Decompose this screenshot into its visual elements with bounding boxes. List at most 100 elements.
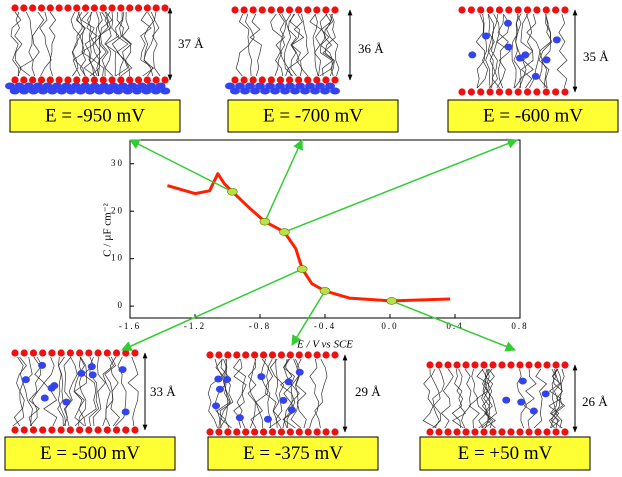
head-group — [286, 428, 294, 436]
head-group — [276, 76, 285, 84]
head-group — [131, 349, 139, 357]
water — [215, 385, 224, 393]
head-group — [458, 6, 466, 14]
link-arrow — [291, 290, 326, 346]
head-group — [258, 6, 266, 14]
water — [515, 54, 524, 62]
water — [42, 82, 53, 90]
water — [517, 398, 526, 406]
water — [529, 407, 538, 415]
head-group — [76, 426, 84, 434]
head-group — [258, 76, 266, 84]
head-group — [533, 88, 541, 96]
lipid-chain — [326, 13, 340, 77]
marker — [386, 297, 397, 305]
lipid-chain — [111, 11, 124, 77]
head-group — [55, 76, 63, 84]
head-group — [117, 4, 125, 12]
head-group — [426, 361, 434, 369]
lipid-chain — [152, 11, 161, 77]
water — [275, 82, 285, 90]
label-mask — [579, 394, 609, 412]
water — [502, 396, 511, 404]
head-group — [73, 4, 81, 12]
lipid-chain — [282, 358, 297, 429]
water — [295, 82, 305, 90]
water — [270, 87, 280, 95]
head-group — [117, 76, 125, 84]
head-group — [81, 76, 90, 84]
label-mask — [147, 384, 177, 402]
lipid-chain — [120, 11, 133, 77]
lipid-chain — [207, 358, 223, 429]
head-group — [561, 428, 569, 436]
head-group — [267, 6, 275, 14]
head-group — [561, 361, 569, 369]
head-group — [224, 428, 232, 436]
lipid-chain — [115, 12, 129, 77]
head-group — [444, 428, 452, 436]
head-group — [477, 88, 485, 96]
head-group — [477, 6, 485, 14]
water — [305, 82, 315, 90]
head-group — [131, 426, 139, 434]
marker — [279, 228, 290, 236]
lipid-chain — [140, 11, 155, 77]
lipid-chain — [96, 11, 108, 77]
lipid-chain — [485, 13, 495, 89]
head-group — [20, 4, 28, 12]
lipid-chain — [63, 356, 78, 427]
lipid-chain — [78, 356, 87, 427]
lipid-chain — [269, 358, 285, 429]
water — [315, 82, 325, 90]
head-group — [259, 428, 268, 436]
water — [38, 361, 47, 369]
water — [300, 87, 310, 95]
head-group — [11, 76, 19, 84]
head-group — [39, 426, 47, 434]
head-group — [543, 361, 551, 369]
lipid-chain — [14, 11, 23, 77]
water — [146, 82, 157, 90]
potential-label: E = -950 mV — [45, 105, 145, 126]
lipid-chain — [104, 11, 120, 77]
lipid-chain — [468, 368, 480, 429]
lipid-chain — [523, 368, 537, 429]
lipid-chain — [73, 356, 87, 427]
membrane — [11, 349, 139, 434]
potential-box — [419, 436, 591, 471]
head-group — [495, 88, 504, 96]
head-group — [233, 428, 241, 436]
lipid-chain — [319, 13, 333, 77]
head-group — [29, 76, 37, 84]
y-axis-label: C / µF cm⁻² — [102, 202, 114, 256]
head-group — [295, 76, 303, 84]
head-group — [90, 76, 99, 84]
lipid-chain — [550, 368, 561, 429]
water — [503, 19, 512, 27]
head-group — [112, 349, 121, 357]
head-group — [46, 76, 54, 84]
lipid-chain — [497, 13, 509, 89]
head-group — [251, 351, 259, 359]
head-group — [29, 4, 37, 12]
lipid-chain — [92, 356, 106, 427]
head-group — [37, 76, 46, 84]
potential-label: E = -500 mV — [40, 443, 140, 464]
lipid-chain — [255, 358, 269, 429]
head-group — [11, 426, 19, 434]
head-group — [486, 6, 494, 14]
potential-label: E = -600 mV — [483, 105, 583, 126]
water — [504, 43, 513, 51]
lipid-chain — [48, 11, 57, 77]
lipid-chain — [519, 13, 534, 89]
head-group — [134, 4, 143, 12]
head-group — [20, 76, 28, 84]
head-group — [103, 349, 111, 357]
lipid-chain — [554, 368, 565, 429]
lipid-chain — [104, 11, 117, 77]
lipid-chain — [475, 13, 486, 89]
water — [260, 87, 270, 95]
head-group — [64, 76, 72, 84]
water — [287, 406, 296, 414]
